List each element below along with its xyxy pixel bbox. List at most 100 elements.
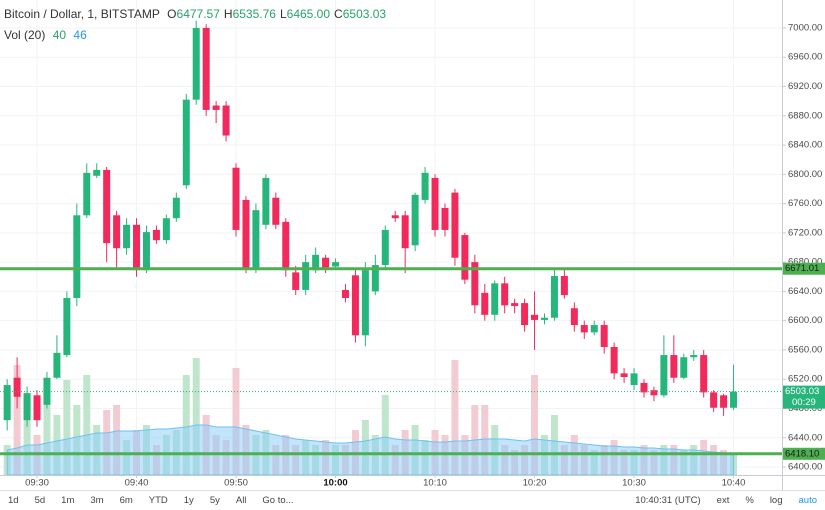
scale-button[interactable]: auto [798,495,818,506]
x-tick-label: 10:30 [622,478,646,489]
chart: 7000.00 6960.00 6920.00 6880.00 6840.00 6800.… [0,0,825,490]
candle-body [13,377,21,397]
y-tick-label: 6560.00 [788,344,822,355]
candle-body [401,215,409,249]
candle-body [322,257,330,268]
candle-body [660,355,668,396]
candle-body [431,177,439,230]
candle-body [700,355,708,393]
candle-body [123,224,131,249]
ohlc-value: 6465.00 [286,7,331,21]
range-button[interactable]: 1m [61,495,75,506]
candle-body [620,373,628,378]
volume-bar [451,360,459,475]
candle-body [192,27,200,100]
volume-bar [43,385,51,475]
x-tick-label: 10:20 [523,478,547,489]
candle-body [53,352,61,378]
last-price-label: 6503.03 [785,386,819,397]
candle-body [521,303,529,326]
candle-body [33,395,41,421]
candle-body [421,172,429,200]
y-tick-label: 7000.00 [788,22,822,33]
candle-body [630,373,638,386]
candle-body [83,172,91,216]
candle-body [172,197,180,219]
x-tick-label: 09:30 [25,478,49,489]
price-line-label: 6418.10 [785,448,819,459]
volume-bar [232,368,240,475]
candle-body [730,391,738,408]
candle-body [491,283,499,315]
scale-button[interactable]: log [769,495,783,506]
range-button[interactable]: YTD [148,495,168,506]
candle-body [371,265,379,292]
range-button[interactable]: 3m [90,495,104,506]
candle-body [222,105,230,136]
range-button[interactable]: 6m [119,495,133,506]
candle-body [610,347,618,374]
legend-header: Bitcoin / Dollar, 1, BITSTAMP O6477.57 H6… [0,4,394,46]
candle-body [202,27,210,110]
y-tick-label: 6400.00 [788,462,822,473]
range-button[interactable]: 5d [34,495,46,506]
y-tick-label: 6760.00 [788,198,822,209]
candle-body [212,105,220,110]
y-tick-label: 6880.00 [788,110,822,121]
range-button[interactable]: All [235,495,247,506]
candle-body [570,308,578,326]
scale-button[interactable]: ext [716,495,730,506]
candle-body [600,325,608,348]
candle-body [312,254,320,271]
volume-bar [23,400,31,475]
candle-body [680,357,688,378]
candle-body [391,215,399,219]
candle-body [640,382,648,393]
volume-row: Vol (20) 40 46 [0,25,394,46]
candle-body [272,197,280,225]
ohlc-value: 6535.76 [232,7,276,21]
volume-bar [381,395,389,475]
volume-bar [192,358,200,475]
y-tick-label: 6520.00 [788,374,822,385]
last-price-tag [783,385,825,409]
volume-value: 40 [52,28,67,42]
candle-body [531,314,539,320]
x-tick-label: 09:50 [224,478,248,489]
volume-bar [83,375,91,475]
candle-body [441,207,449,230]
candle-body [550,276,558,318]
candle-body [710,392,718,408]
candle-body [650,390,658,396]
candle-body [162,218,170,241]
volume-label: Vol (20) [4,28,46,42]
candle-body [461,235,469,280]
range-button[interactable]: 5y [209,495,220,506]
x-tick-label: 10:10 [423,478,447,489]
candle-body [690,355,698,358]
range-button[interactable]: 1y [183,495,194,506]
candle-body [590,325,598,333]
y-tick-label: 6680.00 [788,257,822,268]
range-button[interactable]: Go to... [262,495,294,506]
candle-body [133,224,141,271]
y-tick-label: 6600.00 [788,315,822,326]
candle-body [540,317,548,320]
scale-button[interactable]: % [745,495,754,506]
candle-body [262,177,270,225]
volume-bar [182,375,190,475]
candle-body [23,393,31,421]
volume-ma-value: 46 [73,28,87,42]
y-tick-label: 6640.00 [788,286,822,297]
ohlc-value: 6503.03 [342,7,387,21]
symbol-title[interactable]: Bitcoin / Dollar, 1, BITSTAMP [4,7,160,21]
ohlc-key: H [223,7,233,21]
y-tick-label: 6920.00 [788,81,822,92]
range-button[interactable]: 1d [8,495,19,506]
candle-body [282,221,290,271]
candle-body [471,262,479,306]
candle-body [73,215,81,298]
ohlc-key: C [334,7,343,21]
candle-body [580,325,588,333]
